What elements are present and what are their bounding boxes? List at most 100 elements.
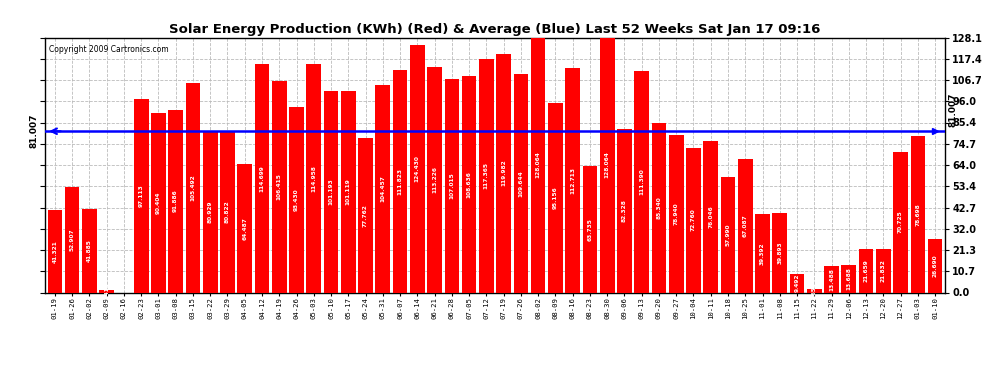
Bar [48,210,62,292]
Bar [825,266,839,292]
Bar [341,91,355,292]
Bar [168,110,183,292]
Text: 41.321: 41.321 [52,240,57,263]
Bar [842,265,856,292]
Text: 80.822: 80.822 [225,201,230,223]
Text: 128.064: 128.064 [605,152,610,178]
Text: 111.390: 111.390 [640,168,644,195]
Text: 78.940: 78.940 [674,202,679,225]
Bar [600,38,615,292]
Bar [254,64,269,292]
Bar [64,187,79,292]
Text: 114.958: 114.958 [311,165,316,192]
Text: 57.990: 57.990 [726,224,731,246]
Bar [651,123,666,292]
Text: 41.885: 41.885 [87,239,92,262]
Text: 106.415: 106.415 [277,173,282,200]
Text: 81.007: 81.007 [30,114,39,148]
Text: 70.725: 70.725 [898,211,903,234]
Text: 80.929: 80.929 [208,201,213,223]
Bar [548,103,562,292]
Bar [686,148,701,292]
Bar [307,64,321,292]
Text: 101.193: 101.193 [329,178,334,205]
Text: 72.760: 72.760 [691,209,696,231]
Text: 26.690: 26.690 [933,255,938,277]
Text: 104.457: 104.457 [380,175,385,202]
Bar [479,59,494,292]
Text: 108.636: 108.636 [466,171,471,198]
Text: 52.907: 52.907 [69,228,74,251]
Text: 93.430: 93.430 [294,188,299,211]
Text: 128.064: 128.064 [536,152,541,178]
Bar [582,166,597,292]
Text: 109.644: 109.644 [519,170,524,197]
Bar [790,274,804,292]
Text: 117.365: 117.365 [484,162,489,189]
Bar [186,82,200,292]
Text: 1.650: 1.650 [812,282,817,300]
Text: 95.156: 95.156 [552,186,558,209]
Text: 113.226: 113.226 [432,166,438,193]
Text: 78.698: 78.698 [916,203,921,225]
Text: 97.113: 97.113 [139,184,144,207]
Text: 90.404: 90.404 [156,191,161,214]
Text: 13.688: 13.688 [846,267,851,290]
Text: 21.832: 21.832 [881,260,886,282]
Bar [738,159,752,292]
Text: Copyright 2009 Cartronics.com: Copyright 2009 Cartronics.com [50,45,168,54]
Bar [375,85,390,292]
Bar [496,54,511,292]
Bar [151,112,165,292]
Bar [928,239,942,292]
Text: 114.699: 114.699 [259,165,264,192]
Bar [858,249,873,292]
Bar [531,38,545,292]
Text: 91.886: 91.886 [173,190,178,212]
Bar [428,67,442,292]
Bar [617,129,632,292]
Text: 112.713: 112.713 [570,167,575,194]
Bar [393,70,408,292]
Text: 21.659: 21.659 [863,260,868,282]
Text: 13.488: 13.488 [829,268,834,291]
Bar [704,141,718,292]
Text: 9.492: 9.492 [795,274,800,292]
Bar [893,152,908,292]
Bar [134,99,148,292]
Bar [721,177,736,292]
Text: 85.340: 85.340 [656,196,661,219]
Bar [445,80,459,292]
Text: 81.007: 81.007 [948,93,958,127]
Text: 105.492: 105.492 [190,174,195,201]
Text: 39.392: 39.392 [760,242,765,265]
Text: 77.762: 77.762 [363,204,368,226]
Bar [410,45,425,292]
Text: 124.430: 124.430 [415,155,420,182]
Bar [272,81,286,292]
Bar [82,209,97,292]
Bar [669,135,683,292]
Text: 64.487: 64.487 [243,217,248,240]
Bar [565,68,580,292]
Text: 67.087: 67.087 [742,214,747,237]
Bar [289,106,304,292]
Bar [99,290,114,292]
Bar [911,136,926,292]
Text: 119.982: 119.982 [501,160,506,186]
Bar [203,131,218,292]
Text: 82.328: 82.328 [622,199,627,222]
Bar [755,214,770,292]
Bar [635,71,649,292]
Bar [220,132,235,292]
Text: 1.413: 1.413 [104,282,109,300]
Text: 63.735: 63.735 [587,217,592,240]
Title: Solar Energy Production (KWh) (Red) & Average (Blue) Last 52 Weeks Sat Jan 17 09: Solar Energy Production (KWh) (Red) & Av… [169,23,821,36]
Bar [807,289,822,292]
Bar [324,91,339,292]
Bar [358,138,373,292]
Text: 107.015: 107.015 [449,172,454,200]
Text: 76.046: 76.046 [708,206,713,228]
Bar [238,164,252,292]
Bar [876,249,891,292]
